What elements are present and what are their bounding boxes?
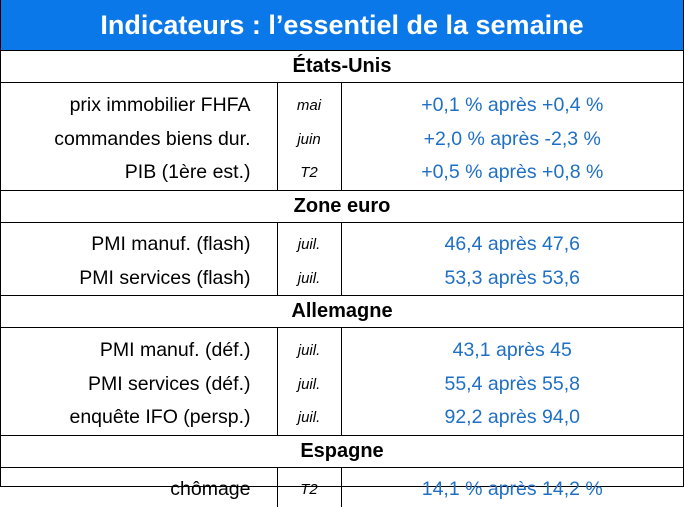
table-row: enquête IFO (persp.) juil. 92,2 après 94… <box>1 401 683 435</box>
indicator-period: juil. <box>276 401 342 435</box>
table-row: PMI services (déf.) juil. 55,4 après 55,… <box>1 367 683 401</box>
indicator-label: prix immobilier FHFA <box>69 93 251 116</box>
section-name: Espagne <box>1 434 683 468</box>
table-row: PMI services (flash) juil. 53,3 après 53… <box>1 261 683 296</box>
section-header-espagne: Espagne <box>1 434 683 468</box>
indicator-value: 14,1 % après 14,2 % <box>421 478 603 500</box>
section-header-allemagne: Allemagne <box>1 295 683 328</box>
indicator-period: T2 <box>276 156 342 190</box>
indicator-value: 55,4 après 55,8 <box>444 372 581 395</box>
indicator-period: juil. <box>276 227 342 262</box>
indicator-label: commandes biens dur. <box>54 127 251 150</box>
indicator-value: +0,1 % après +0,4 % <box>421 93 604 116</box>
section-header-etats-unis: États-Unis <box>1 50 683 83</box>
indicator-label: chômage <box>170 478 251 500</box>
indicators-table: États-Unis prix immobilier FHFA mai +0,1… <box>1 50 683 507</box>
table-row: chômage T2 14,1 % après 14,2 % <box>1 472 683 507</box>
section-header-zone-euro: Zone euro <box>1 189 683 223</box>
table-row: PMI manuf. (déf.) juil. 43,1 après 45 <box>1 333 683 367</box>
indicator-value: 53,3 après 53,6 <box>444 266 581 289</box>
indicator-label: PMI manuf. (flash) <box>91 233 251 255</box>
page-title: Indicateurs : l’essentiel de la semaine <box>1 0 683 50</box>
table-row: commandes biens dur. juin +2,0 % après -… <box>1 122 683 156</box>
indicator-period: mai <box>276 88 342 122</box>
indicator-value: +2,0 % après -2,3 % <box>423 127 601 150</box>
indicator-label: enquête IFO (persp.) <box>69 406 251 429</box>
indicator-value: 43,1 après 45 <box>452 338 572 361</box>
indicator-period: juil. <box>276 367 342 401</box>
table-row: PIB (1ère est.) T2 +0,5 % après +0,8 % <box>1 156 683 190</box>
indicator-period: juin <box>276 122 342 156</box>
indicator-period: juil. <box>276 261 342 296</box>
table-row: PMI manuf. (flash) juil. 46,4 après 47,6 <box>1 227 683 262</box>
section-name: Allemagne <box>1 295 683 328</box>
indicator-value: 92,2 après 94,0 <box>444 406 581 429</box>
indicator-label: PIB (1ère est.) <box>124 161 251 184</box>
section-name: États-Unis <box>1 50 683 83</box>
indicator-value: 46,4 après 47,6 <box>444 233 581 255</box>
indicator-value: +0,5 % après +0,8 % <box>421 161 604 184</box>
indicator-period: T2 <box>276 472 342 507</box>
indicator-period: juil. <box>276 333 342 367</box>
table-row: prix immobilier FHFA mai +0,1 % après +0… <box>1 88 683 122</box>
indicator-label: PMI manuf. (déf.) <box>99 338 251 361</box>
section-name: Zone euro <box>1 189 683 223</box>
indicator-label: PMI services (déf.) <box>87 372 251 395</box>
indicator-label: PMI services (flash) <box>79 266 251 289</box>
